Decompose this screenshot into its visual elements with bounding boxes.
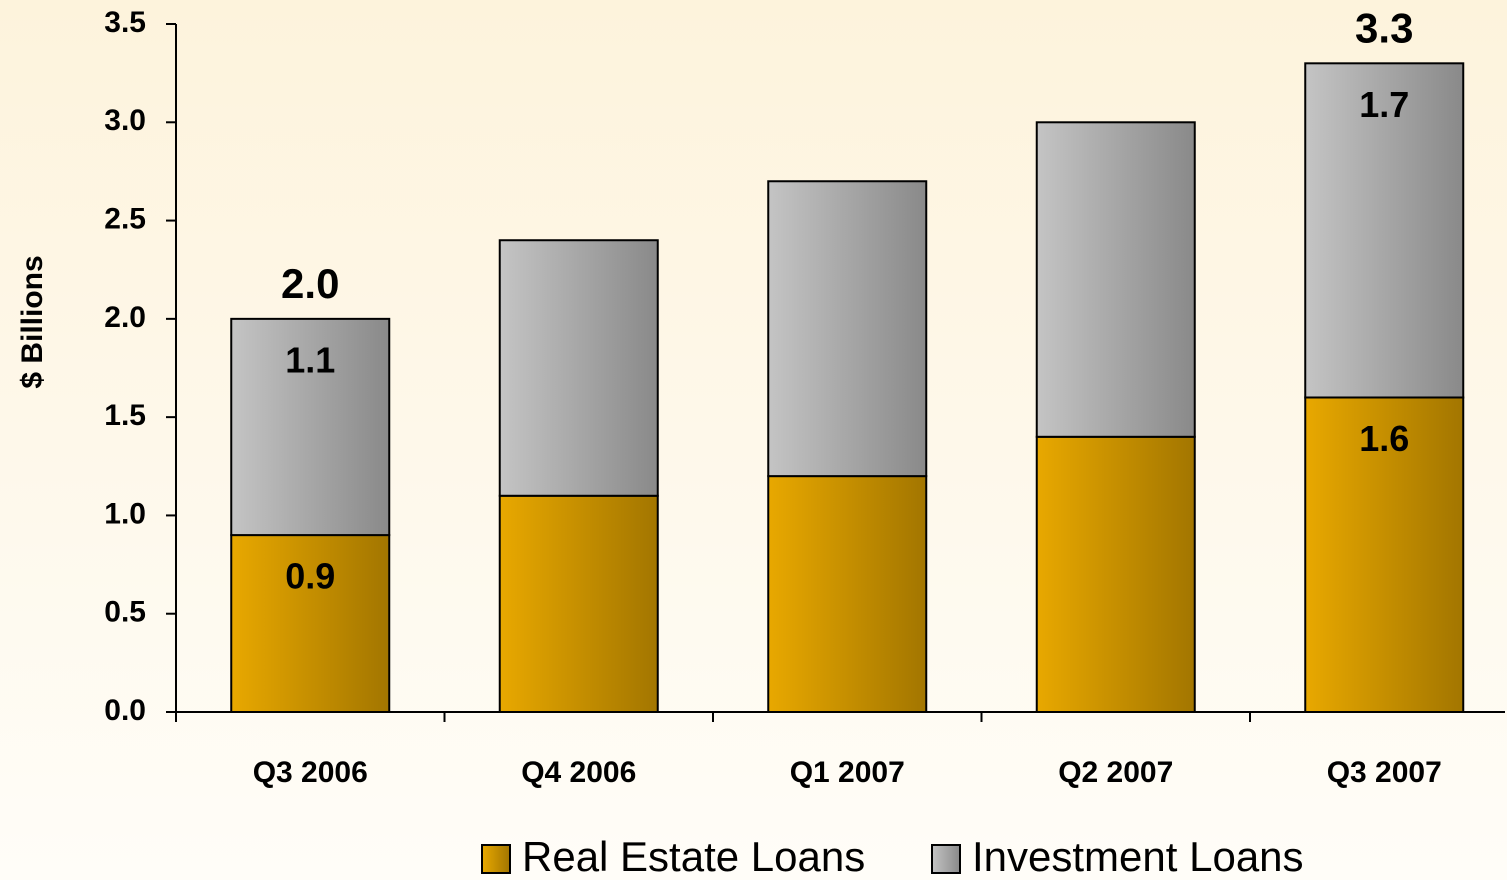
- bar-shade: [767, 180, 928, 478]
- legend-swatch-shade: [482, 845, 510, 873]
- x-tick-label: Q3 2006: [253, 756, 368, 789]
- value-label: 1.1: [285, 339, 335, 380]
- y-tick-label: 3.0: [104, 104, 146, 137]
- x-tick-label: Q3 2007: [1327, 756, 1442, 789]
- x-tick-label: Q4 2006: [521, 756, 636, 789]
- y-axis-label: $ Billions: [16, 255, 49, 388]
- value-label: 1.6: [1359, 418, 1409, 459]
- bar-shade: [230, 317, 391, 537]
- total-label: 2.0: [281, 260, 339, 307]
- value-label: 0.9: [285, 556, 335, 597]
- bar-shade: [1304, 62, 1465, 399]
- total-label: 3.3: [1355, 4, 1413, 51]
- bar-shade: [498, 239, 659, 497]
- y-tick-label: 2.5: [104, 202, 146, 235]
- y-tick-label: 0.0: [104, 694, 146, 727]
- bar-shade: [230, 534, 391, 713]
- x-tick-label: Q1 2007: [790, 756, 905, 789]
- x-tick-label: Q2 2007: [1058, 756, 1173, 789]
- bar-shade: [767, 475, 928, 713]
- y-tick-label: 2.0: [104, 301, 146, 334]
- bar-shade: [1304, 396, 1465, 713]
- legend-label: Investment Loans: [972, 833, 1304, 880]
- y-tick-label: 1.5: [104, 399, 146, 432]
- bar-shade: [1035, 435, 1196, 713]
- y-tick-label: 0.5: [104, 596, 146, 629]
- bar-shade: [1035, 121, 1196, 438]
- value-label: 1.7: [1359, 84, 1409, 125]
- legend-swatch-shade: [932, 845, 960, 873]
- bar-shade: [498, 494, 659, 713]
- legend-label: Real Estate Loans: [522, 833, 865, 880]
- y-tick-label: 1.0: [104, 497, 146, 530]
- y-tick-label: 3.5: [104, 6, 146, 39]
